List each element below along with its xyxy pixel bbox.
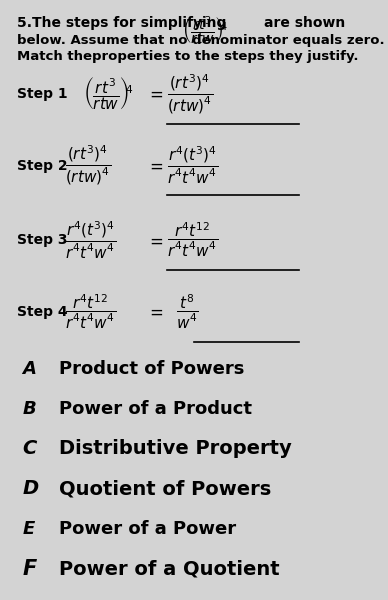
Text: 5.The steps for simplifying: 5.The steps for simplifying (17, 16, 226, 31)
Text: are shown: are shown (264, 16, 345, 31)
Text: $\dfrac{r^4t^{12}}{r^4t^4w^4}$: $\dfrac{r^4t^{12}}{r^4t^4w^4}$ (65, 293, 116, 331)
Text: D: D (23, 479, 39, 498)
Text: B: B (23, 400, 36, 418)
Text: E: E (23, 520, 35, 538)
Text: $\dfrac{(rt^3)^4}{(rtw)^4}$: $\dfrac{(rt^3)^4}{(rtw)^4}$ (65, 144, 111, 187)
Text: $=$: $=$ (146, 157, 163, 175)
Text: $\left(\dfrac{rt^3}{rtw}\right)^{\!\!4}$: $\left(\dfrac{rt^3}{rtw}\right)^{\!\!4}$ (83, 76, 134, 112)
Text: $\dfrac{r^4(t^3)^4}{r^4t^4w^4}$: $\dfrac{r^4(t^3)^4}{r^4t^4w^4}$ (167, 145, 218, 186)
Text: $\dfrac{t^8}{w^4}$: $\dfrac{t^8}{w^4}$ (176, 293, 198, 331)
Text: $=$: $=$ (146, 231, 163, 249)
Text: $=$: $=$ (146, 85, 163, 103)
Text: A: A (23, 359, 36, 377)
Text: Power of a Product: Power of a Product (59, 400, 252, 418)
Text: below. Assume that no denominator equals zero.: below. Assume that no denominator equals… (17, 34, 384, 47)
Text: Power of a Power: Power of a Power (59, 520, 236, 538)
Text: Distributive Property: Distributive Property (59, 439, 292, 458)
Text: Step 3: Step 3 (17, 233, 67, 247)
Text: Power of a Quotient: Power of a Quotient (59, 559, 280, 578)
Text: $=$: $=$ (146, 303, 163, 321)
Text: Product of Powers: Product of Powers (59, 359, 244, 377)
Text: $\left(\dfrac{rt^3}{rtw}\right)^{\!\!4}$: $\left(\dfrac{rt^3}{rtw}\right)^{\!\!4}$ (182, 14, 228, 47)
Text: $\dfrac{(rt^3)^4}{(rtw)^4}$: $\dfrac{(rt^3)^4}{(rtw)^4}$ (167, 73, 213, 116)
Text: Match theproperties to the steps they justify.: Match theproperties to the steps they ju… (17, 50, 358, 64)
Text: $\dfrac{r^4t^{12}}{r^4t^4w^4}$: $\dfrac{r^4t^{12}}{r^4t^4w^4}$ (167, 221, 218, 259)
Text: Step 2: Step 2 (17, 158, 67, 173)
Text: Step 4: Step 4 (17, 305, 67, 319)
Text: Quotient of Powers: Quotient of Powers (59, 479, 271, 498)
Text: $\dfrac{r^4(t^3)^4}{r^4t^4w^4}$: $\dfrac{r^4(t^3)^4}{r^4t^4w^4}$ (65, 220, 116, 261)
Text: F: F (23, 559, 37, 579)
Text: C: C (23, 439, 37, 458)
Text: Step 1: Step 1 (17, 87, 67, 101)
